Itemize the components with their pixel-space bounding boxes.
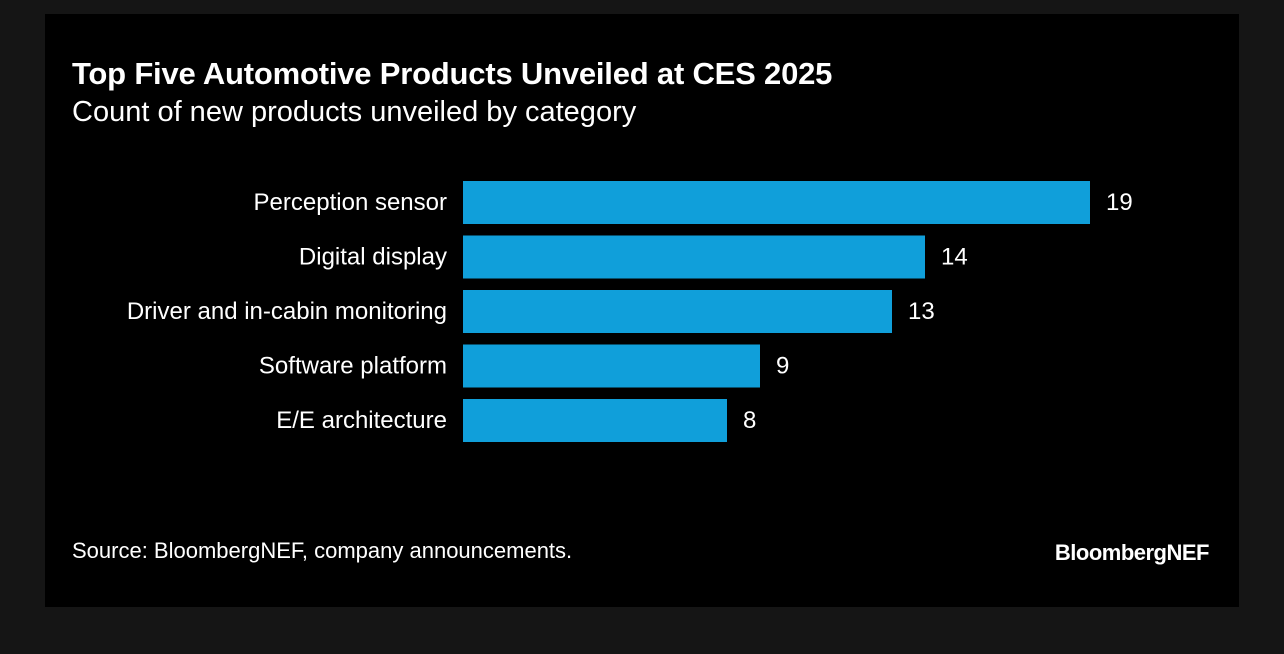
category-label: E/E architecture (276, 407, 447, 434)
value-label: 14 (941, 244, 968, 271)
category-label: Driver and in-cabin monitoring (127, 298, 447, 325)
bar (463, 181, 1090, 224)
category-label: Perception sensor (254, 189, 447, 216)
value-label: 13 (908, 298, 935, 325)
bars-group: Perception sensor 19 Digital display 14 Driv… (127, 181, 1133, 442)
value-label: 19 (1106, 189, 1133, 216)
value-label: 9 (776, 353, 789, 380)
bar (463, 399, 727, 442)
bar-chart: Perception sensor 19 Digital display 14 Driv… (127, 181, 1133, 442)
bar (463, 344, 760, 388)
chart-title: Top Five Automotive Products Unveiled at… (72, 56, 833, 91)
chart-card: Top Five Automotive Products Unveiled at… (45, 14, 1239, 607)
bar (463, 290, 892, 333)
value-label: 8 (743, 407, 756, 434)
bar (463, 235, 925, 279)
source-note: Source: BloombergNEF, company announceme… (72, 538, 573, 563)
brand-logo: BloombergNEF (1054, 540, 1210, 565)
chart-subtitle: Count of new products unveiled by catego… (72, 96, 637, 128)
category-label: Digital display (299, 244, 447, 271)
category-label: Software platform (259, 353, 447, 380)
